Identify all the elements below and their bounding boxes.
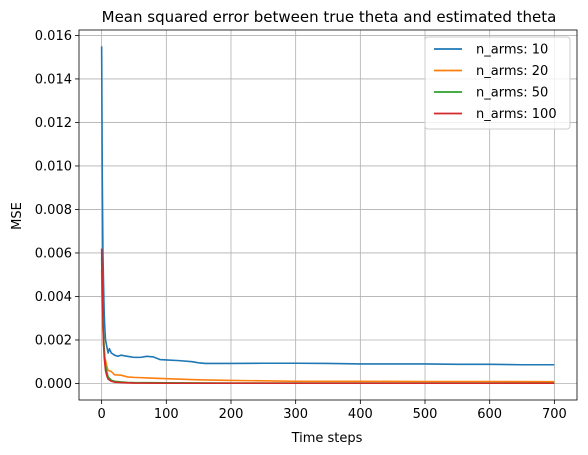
y-tick-label: 0.014 (35, 72, 72, 87)
plot-frame (78, 29, 578, 401)
y-tick-label: 0.002 (35, 333, 72, 348)
y-tick-label: 0.016 (35, 29, 72, 44)
legend-label-3: n_arms: 50 (476, 86, 548, 101)
legend-label-4: n_arms: 100 (476, 107, 557, 122)
x-axis-label: Time steps (291, 431, 363, 446)
series-line-1 (100, 46, 555, 366)
series-line-4 (100, 248, 555, 385)
y-tick-label: 0.008 (35, 203, 72, 218)
y-axis-ticks: 0.000 0.002 0.004 0.006 0.008 0.010 0.012 0.014… (35, 29, 79, 392)
y-tick-label: 0.000 (35, 377, 72, 392)
x-tick-label: 300 (283, 407, 308, 422)
legend: n_arms: 10 n_arms: 20 n_arms: 50 n_arms: 10… (424, 36, 571, 130)
x-tick-label: 700 (542, 407, 567, 422)
x-tick-label: 200 (219, 407, 244, 422)
y-tick-label: 0.006 (35, 246, 72, 261)
chart-title: Mean squared error between true theta an… (102, 8, 557, 26)
legend-box (424, 36, 571, 130)
x-tick-label: 600 (477, 407, 502, 422)
x-tick-label: 100 (154, 407, 179, 422)
y-tick-label: 0.012 (35, 116, 72, 131)
legend-label-2: n_arms: 20 (476, 64, 548, 79)
y-tick-label: 0.004 (35, 290, 72, 305)
y-tick-label: 0.010 (35, 159, 72, 174)
legend-label-1: n_arms: 10 (476, 43, 548, 58)
x-axis-ticks: 0 100 200 300 400 500 600 700 (97, 400, 567, 422)
x-tick-label: 400 (348, 407, 373, 422)
x-tick-label: 500 (413, 407, 438, 422)
series-lines (100, 46, 555, 385)
x-tick-label: 0 (97, 407, 105, 422)
y-axis-label: MSE (10, 202, 25, 230)
